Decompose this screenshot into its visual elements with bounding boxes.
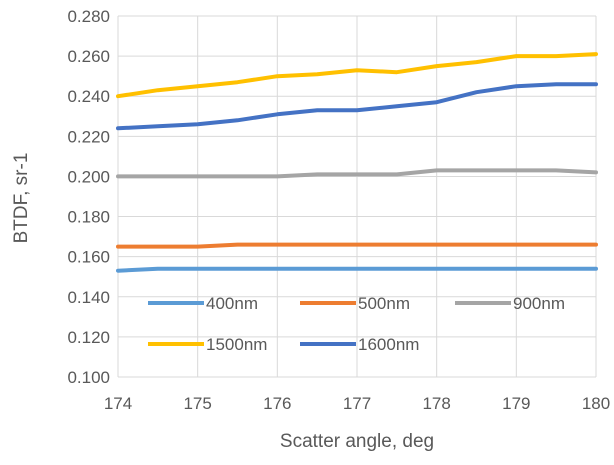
y-tick-label: 0.240 [67, 87, 110, 106]
series-line-500nm [116, 242, 598, 249]
legend-item-400nm: 400nm [148, 294, 258, 313]
x-tick-label: 176 [263, 394, 291, 413]
legend-item-1600nm: 1600nm [300, 335, 419, 354]
series-line-400nm [116, 266, 598, 273]
x-axis-title: Scatter angle, deg [280, 431, 434, 452]
legend-label: 1500nm [206, 335, 267, 354]
y-axis-title: BTDF, sr-1 [11, 153, 32, 244]
series-line-900nm [116, 168, 598, 179]
y-tick-label: 0.220 [67, 127, 110, 146]
x-tick-label: 174 [104, 394, 132, 413]
x-tick-label: 175 [183, 394, 211, 413]
y-tick-label: 0.180 [67, 208, 110, 227]
y-tick-label: 0.140 [67, 288, 110, 307]
x-tick-label: 178 [422, 394, 450, 413]
x-tick-label: 180 [582, 394, 610, 413]
y-tick-label: 0.100 [67, 368, 110, 387]
series-layer [116, 52, 598, 273]
legend-label: 400nm [206, 294, 258, 313]
y-tick-label: 0.280 [67, 7, 110, 26]
series-line-1600nm [116, 82, 598, 131]
series-line-1500nm [116, 52, 598, 99]
y-tick-label: 0.160 [67, 248, 110, 267]
x-tick-label: 179 [502, 394, 530, 413]
legend-item-500nm: 500nm [300, 294, 410, 313]
y-tick-label: 0.120 [67, 328, 110, 347]
legend-label: 500nm [358, 294, 410, 313]
legend: 400nm 500nm 900nm 1500nm 1600nm [148, 294, 565, 354]
legend-item-900nm: 900nm [455, 294, 565, 313]
y-tick-label: 0.200 [67, 167, 110, 186]
legend-label: 900nm [513, 294, 565, 313]
legend-label: 1600nm [358, 335, 419, 354]
x-tick-label: 177 [343, 394, 371, 413]
legend-item-1500nm: 1500nm [148, 335, 267, 354]
tick-label-layer: 0.100 0.120 0.140 0.160 0.180 0.200 0.220 0.240… [67, 7, 610, 413]
y-tick-label: 0.260 [67, 47, 110, 66]
